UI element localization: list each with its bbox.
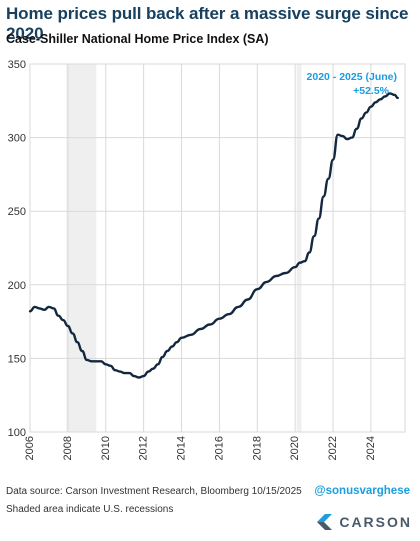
x-tick-label: 2018 [251, 436, 263, 460]
x-tick-label: 2022 [327, 436, 339, 460]
chart-subtitle: Case-Shiller National Home Price Index (… [6, 32, 269, 46]
x-tick-label: 2012 [138, 436, 150, 460]
y-tick-label: 250 [8, 206, 26, 218]
x-tick-label: 2024 [365, 436, 377, 460]
x-tick-label: 2008 [62, 436, 74, 460]
x-tick-label: 2014 [176, 436, 188, 460]
y-tick-label: 350 [8, 59, 26, 71]
x-tick-label: 2016 [213, 436, 225, 460]
social-handle[interactable]: @sonusvarghese [314, 485, 410, 497]
page-title: Home prices pull back after a massive su… [6, 4, 409, 43]
carson-chevron-icon [317, 514, 333, 530]
brand-logo: CARSON [315, 511, 412, 533]
x-tick-label: 2010 [100, 436, 112, 460]
x-tick-label: 2020 [289, 436, 301, 460]
recession-band [66, 64, 97, 432]
data-source-note: Data source: Carson Investment Research,… [6, 486, 302, 497]
brand-name: CARSON [339, 514, 412, 530]
plot-border [29, 63, 406, 433]
recession-note: Shaded area indicate U.S. recessions [6, 504, 174, 515]
y-tick-label: 200 [8, 280, 26, 292]
x-tick-label: 2006 [24, 436, 36, 460]
annotation-period: 2020 - 2025 (June) [307, 71, 397, 83]
series-line [28, 92, 399, 379]
y-tick-label: 100 [8, 427, 26, 439]
y-tick-label: 150 [8, 353, 26, 365]
y-tick-label: 300 [8, 133, 26, 145]
recession-band [296, 64, 302, 432]
line-chart: 100 150 200 250 300 350 2006 2008 2010 2012 2014 20… [8, 59, 406, 460]
annotation-change: +52.5% [353, 85, 390, 97]
